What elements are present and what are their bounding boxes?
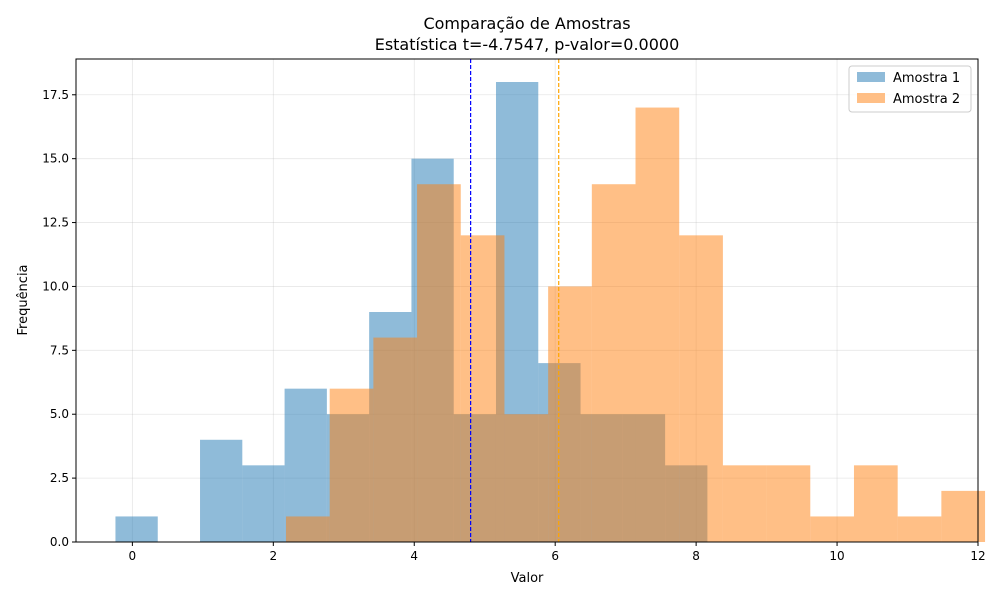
- bars: [115, 82, 986, 543]
- mean-lines: [470, 59, 560, 542]
- histogram-bar-series-1: [200, 439, 243, 542]
- histogram-bar-series-2: [679, 235, 723, 543]
- histogram-bar-series-2: [591, 184, 636, 542]
- histogram-bar-series-2: [766, 465, 811, 542]
- y-tick-label: 2.5: [50, 471, 69, 485]
- y-tick-label: 15.0: [42, 152, 69, 166]
- histogram-bar-series-2: [417, 184, 461, 542]
- chart-subtitle: Estatística t=-4.7547, p-valor=0.0000: [375, 35, 680, 54]
- histogram-bar-series-1: [115, 516, 158, 542]
- histogram-bar-series-2: [722, 465, 767, 542]
- y-tick-label: 12.5: [42, 216, 69, 230]
- histogram-bar-series-2: [810, 516, 854, 542]
- y-tick-label: 10.0: [42, 279, 69, 293]
- legend-label-amostra-2: Amostra 2: [893, 92, 960, 107]
- histogram-bar-series-2: [329, 388, 374, 542]
- legend-label-amostra-1: Amostra 1: [893, 71, 960, 86]
- legend-swatch-amostra-2: [857, 93, 885, 103]
- plot-frame: [75, 58, 979, 543]
- x-tick-label: 2: [269, 549, 277, 563]
- chart-title: Comparação de Amostras: [423, 14, 630, 33]
- histogram-bar-series-2: [853, 465, 898, 542]
- y-tick-label: 5.0: [50, 407, 69, 421]
- x-tick-label: 6: [551, 549, 559, 563]
- histogram-bar-series-2: [373, 337, 418, 542]
- y-tick-label: 0.0: [50, 535, 69, 549]
- x-tick-label: 10: [829, 549, 844, 563]
- x-tick-label: 4: [410, 549, 418, 563]
- x-tick-label: 12: [970, 549, 985, 563]
- y-tick-label: 17.5: [42, 88, 69, 102]
- y-axis-label: Frequência: [16, 264, 31, 335]
- histogram-bar-series-2: [504, 414, 549, 542]
- x-axis-label: Valor: [511, 571, 544, 586]
- x-tick-label: 8: [692, 549, 700, 563]
- legend: Amostra 1 Amostra 2: [848, 65, 972, 113]
- histogram-bar-series-2: [897, 516, 942, 542]
- y-tick-label: 7.5: [50, 343, 69, 357]
- histogram-bar-series-2: [460, 235, 505, 543]
- histogram-bar-series-2: [635, 107, 680, 543]
- histogram-bar-series-2: [548, 286, 592, 542]
- histogram-bar-series-1: [242, 465, 285, 542]
- legend-swatch-amostra-1: [857, 72, 885, 82]
- axes-ticks: 0 2 4 6 8 10 12 0.0 2.5 5.0 7.5 10.0 12.5 15.0 17.5: [42, 88, 985, 563]
- histogram-bar-series-2: [285, 516, 330, 542]
- x-tick-label: 0: [129, 549, 137, 563]
